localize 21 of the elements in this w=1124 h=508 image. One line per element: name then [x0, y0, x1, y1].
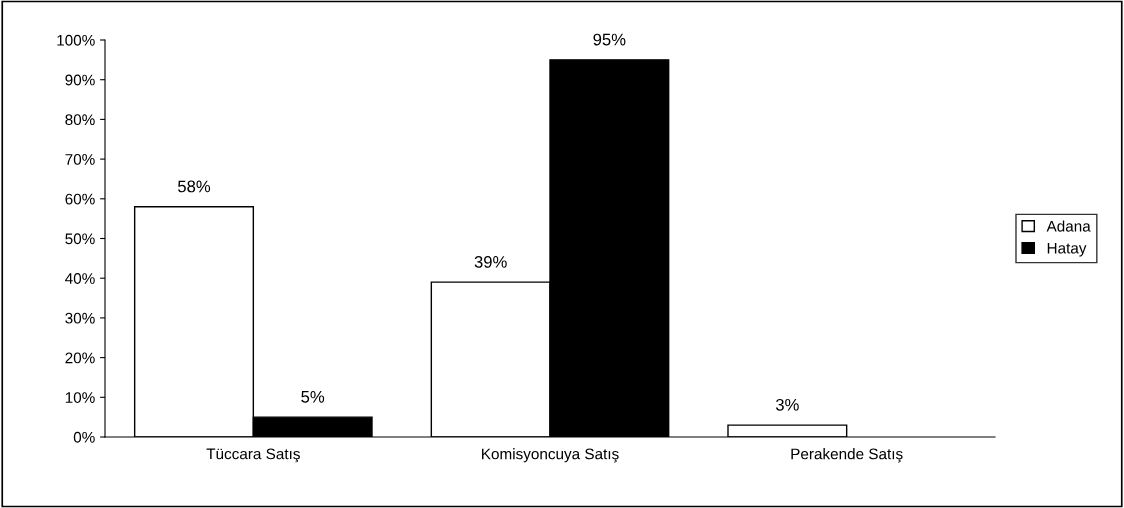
legend-label: Adana	[1046, 220, 1091, 232]
legend-label: Hatay	[1047, 242, 1087, 257]
data-label: 95%	[593, 33, 626, 46]
y-tick-label: 70%	[65, 153, 95, 165]
x-tick-label: Tüccara Satış	[206, 448, 300, 463]
x-tick-label: Perakende Satış	[791, 448, 903, 463]
data-label: 3%	[775, 398, 799, 411]
data-label: 39%	[474, 255, 507, 268]
y-tick-label: 90%	[65, 74, 95, 86]
y-tick-label: 80%	[65, 114, 95, 126]
x-tick-label: Komisyoncuya Satış	[482, 448, 619, 463]
data-label: 5%	[301, 391, 325, 403]
y-tick-label: 20%	[65, 352, 95, 364]
y-tick-label: 30%	[65, 312, 95, 324]
data-label: 58%	[177, 180, 211, 193]
y-tick-label: 50%	[65, 233, 95, 245]
y-tick-label: 0%	[73, 431, 95, 443]
y-tick-label: 10%	[65, 392, 95, 403]
y-tick-label: 60%	[65, 193, 95, 205]
y-tick-label: 100%	[57, 34, 95, 46]
y-tick-label: 40%	[65, 273, 95, 284]
